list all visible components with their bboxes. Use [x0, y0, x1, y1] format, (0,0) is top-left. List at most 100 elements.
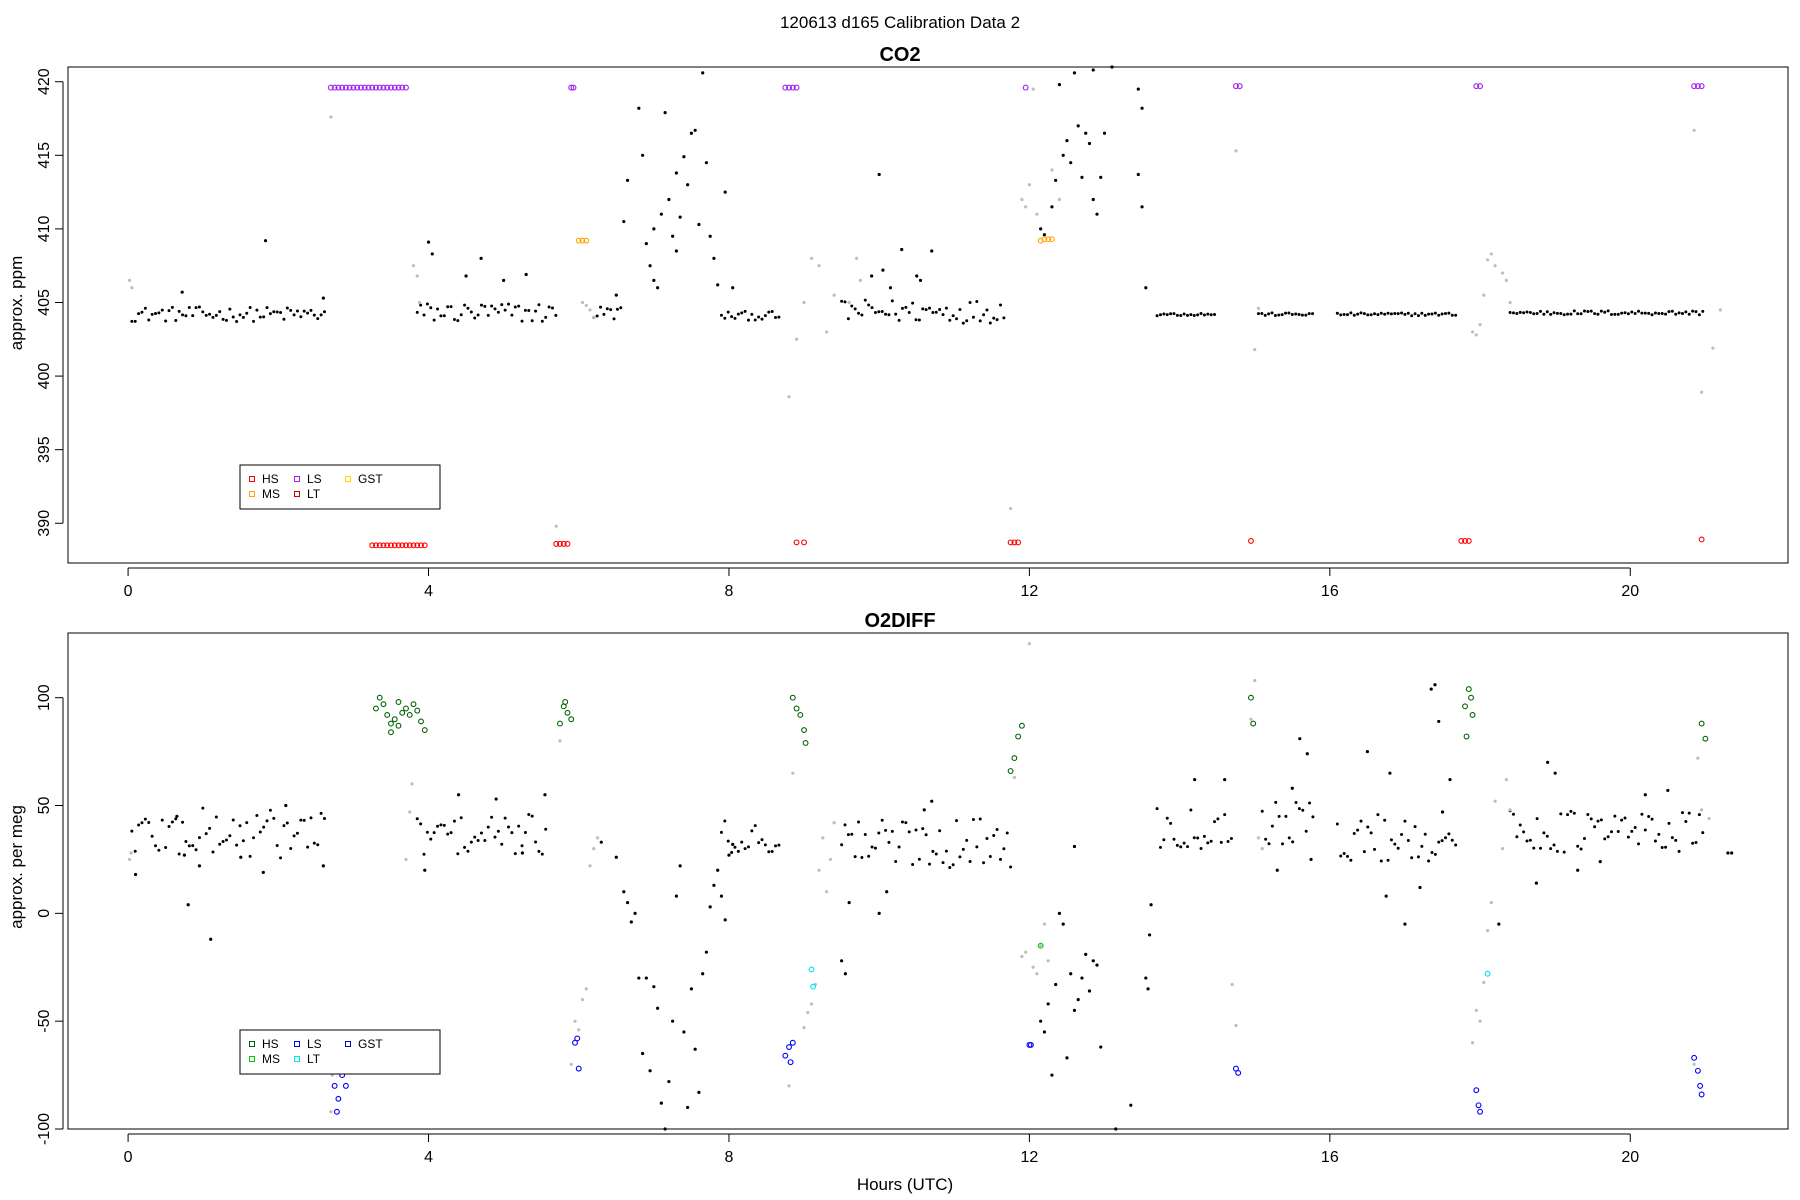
co2-ambient-point [1196, 313, 1200, 317]
co2-ls-point [1698, 83, 1705, 90]
co2-ambient-point [1596, 312, 1600, 316]
o2diff-ambient-point [870, 845, 874, 849]
co2-ambient-point [1300, 313, 1304, 317]
co2-ambient-point [774, 315, 778, 319]
co2-ambient-point [914, 318, 918, 322]
co2-flagged-point [1020, 197, 1024, 202]
o2diff-hs-point [802, 740, 809, 746]
o2diff-ambient-point [1416, 855, 1420, 859]
o2diff-hs-point [1698, 720, 1705, 727]
co2-ambient-point [1352, 313, 1356, 317]
o2diff-ambient-point [890, 829, 894, 833]
co2-ambient-point [214, 313, 218, 317]
co2-ambient-point [322, 310, 326, 314]
o2diff-ambient-point [938, 829, 942, 833]
co2-ambient-point [1349, 311, 1353, 315]
o2diff-ambient-point [143, 817, 147, 821]
o2diff-sample-point [1223, 778, 1227, 782]
co2-hs-point [1698, 536, 1705, 543]
o2diff-ambient-point [503, 816, 507, 820]
co2-ls-point [1022, 84, 1029, 91]
o2diff-ambient-point [181, 820, 185, 824]
co2-ambient-point [602, 312, 606, 316]
o2diff-hs-point [1007, 768, 1014, 774]
o2diff-ambient-point [130, 829, 134, 833]
co2-ambient-point [1569, 312, 1573, 316]
o2diff-sample-point [1091, 959, 1095, 963]
o2diff-ambient-point [767, 850, 771, 854]
o2diff-ambient-point [228, 834, 232, 838]
o2diff-ambient-point [1633, 825, 1637, 829]
o2diff-sample-point [1129, 1103, 1133, 1107]
co2-ls-point [793, 84, 800, 91]
o2diff-ambient-point [931, 849, 935, 853]
co2-sample-point [1072, 71, 1077, 75]
co2-ambient-point [252, 319, 256, 323]
o2diff-flagged-point [1020, 954, 1024, 959]
co2-ambient-point [248, 305, 252, 309]
o2diff-ambient-point [1264, 837, 1268, 841]
o2diff-hs-point [789, 694, 796, 701]
co2-ambient-point [609, 308, 613, 312]
o2diff-sample-point [719, 894, 724, 898]
o2diff-ls-point [1691, 1054, 1698, 1061]
co2-legend-label: HS [262, 472, 279, 486]
o2diff-flagged-point [1234, 1023, 1238, 1028]
o2diff-ambient-point [1525, 839, 1529, 843]
o2diff-hs-point [1011, 755, 1018, 762]
o2diff-flagged-point [1692, 1062, 1696, 1066]
o2diff-ambient-point [887, 840, 891, 844]
co2-ambient-point [184, 314, 188, 318]
co2-ambient-point [1691, 309, 1695, 313]
co2-y-tick-label: 420 [36, 68, 53, 95]
o2diff-sample-point [1046, 1002, 1050, 1006]
o2diff-ambient-point [978, 817, 982, 821]
o2diff-ambient-point [479, 831, 483, 835]
co2-ls-point [1691, 83, 1698, 90]
co2-ambient-point [309, 308, 313, 312]
o2diff-ambient-point [456, 852, 460, 856]
o2diff-ambient-point [975, 845, 979, 849]
o2diff-ambient-point [1267, 842, 1271, 846]
o2diff-ambient-point [463, 845, 467, 849]
co2-legend-label: GST [358, 472, 383, 486]
o2diff-flagged-point [1482, 980, 1486, 984]
co2-ambient-point [1620, 311, 1624, 315]
co2-ambient-point [763, 314, 767, 318]
o2diff-legend-label: HS [262, 1037, 279, 1051]
co2-ambient-point [534, 309, 538, 313]
co2-ambient-point [1701, 309, 1705, 313]
o2diff-ambient-point [934, 852, 938, 856]
o2diff-hs-point [406, 711, 413, 718]
co2-ambient-point [1444, 312, 1448, 316]
co2-sample-point [1110, 65, 1114, 69]
o2diff-ambient-point [1569, 809, 1573, 813]
o2diff-ambient-point [201, 806, 205, 810]
o2diff-sample-point [930, 799, 934, 803]
o2diff-sample-point [1080, 976, 1084, 980]
co2-ambient-point [275, 310, 279, 314]
co2-sample-point [712, 256, 716, 260]
o2diff-ambient-point [490, 815, 494, 819]
co2-ambient-point [1413, 312, 1417, 316]
o2diff-sample-point [1087, 989, 1092, 993]
co2-ambient-point [605, 307, 609, 311]
co2-sample-point [663, 111, 667, 115]
o2diff-y-tick-label: 50 [36, 797, 53, 815]
o2diff-x-tick-label: 8 [725, 1149, 734, 1166]
co2-ambient-point [1311, 312, 1315, 316]
o2diff-legend-marker [345, 1041, 351, 1047]
co2-ambient-point [289, 308, 293, 312]
o2diff-sample-point [1147, 933, 1152, 937]
co2-ambient-point [884, 312, 888, 316]
o2diff-flagged-point [806, 1010, 810, 1015]
co2-ambient-point [1406, 311, 1410, 315]
co2-flagged-point [588, 308, 592, 312]
o2diff-ambient-point [904, 821, 908, 825]
co2-ambient-point [1664, 312, 1668, 316]
co2-sample-point [674, 171, 678, 175]
co2-ambient-point [750, 312, 754, 316]
o2diff-ambient-point [1009, 865, 1013, 869]
o2diff-ambient-point [1670, 836, 1674, 840]
